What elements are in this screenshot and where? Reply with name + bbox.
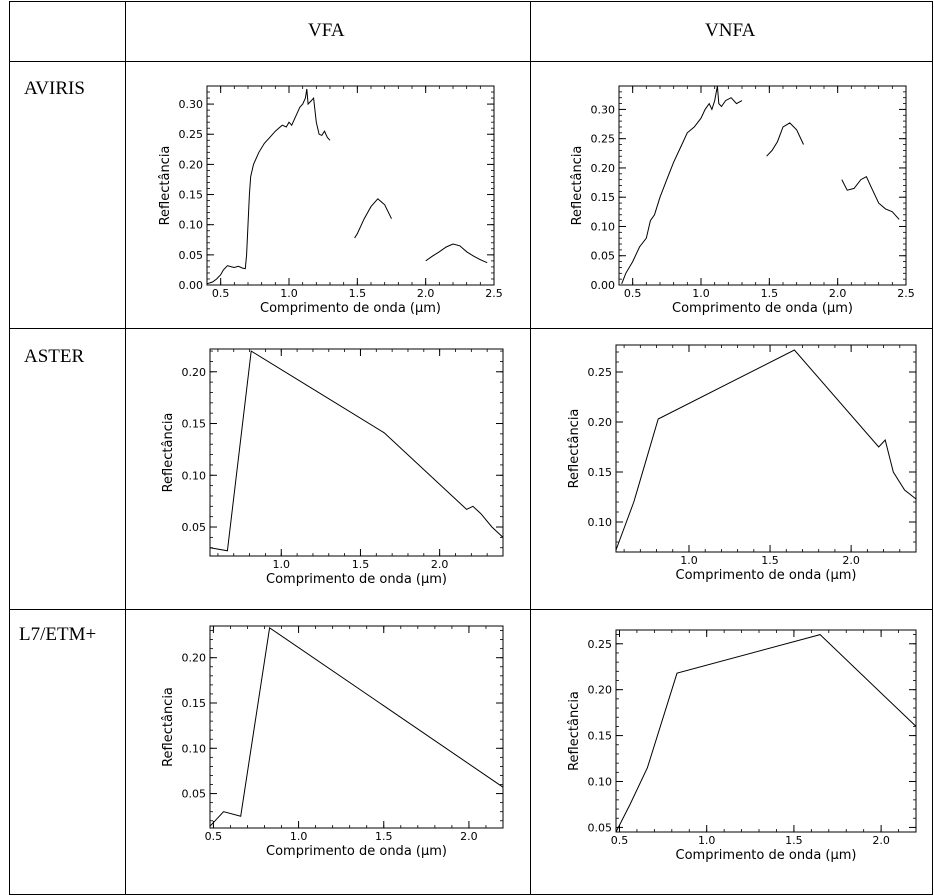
header-vnfa: VNFA <box>705 20 756 41</box>
header-vfa: VFA <box>308 20 345 41</box>
row-label-etm: L7/ETM+ <box>19 624 97 645</box>
row-label-aster: ASTER <box>24 346 85 367</box>
row-label-aviris: AVIRIS <box>24 78 85 99</box>
